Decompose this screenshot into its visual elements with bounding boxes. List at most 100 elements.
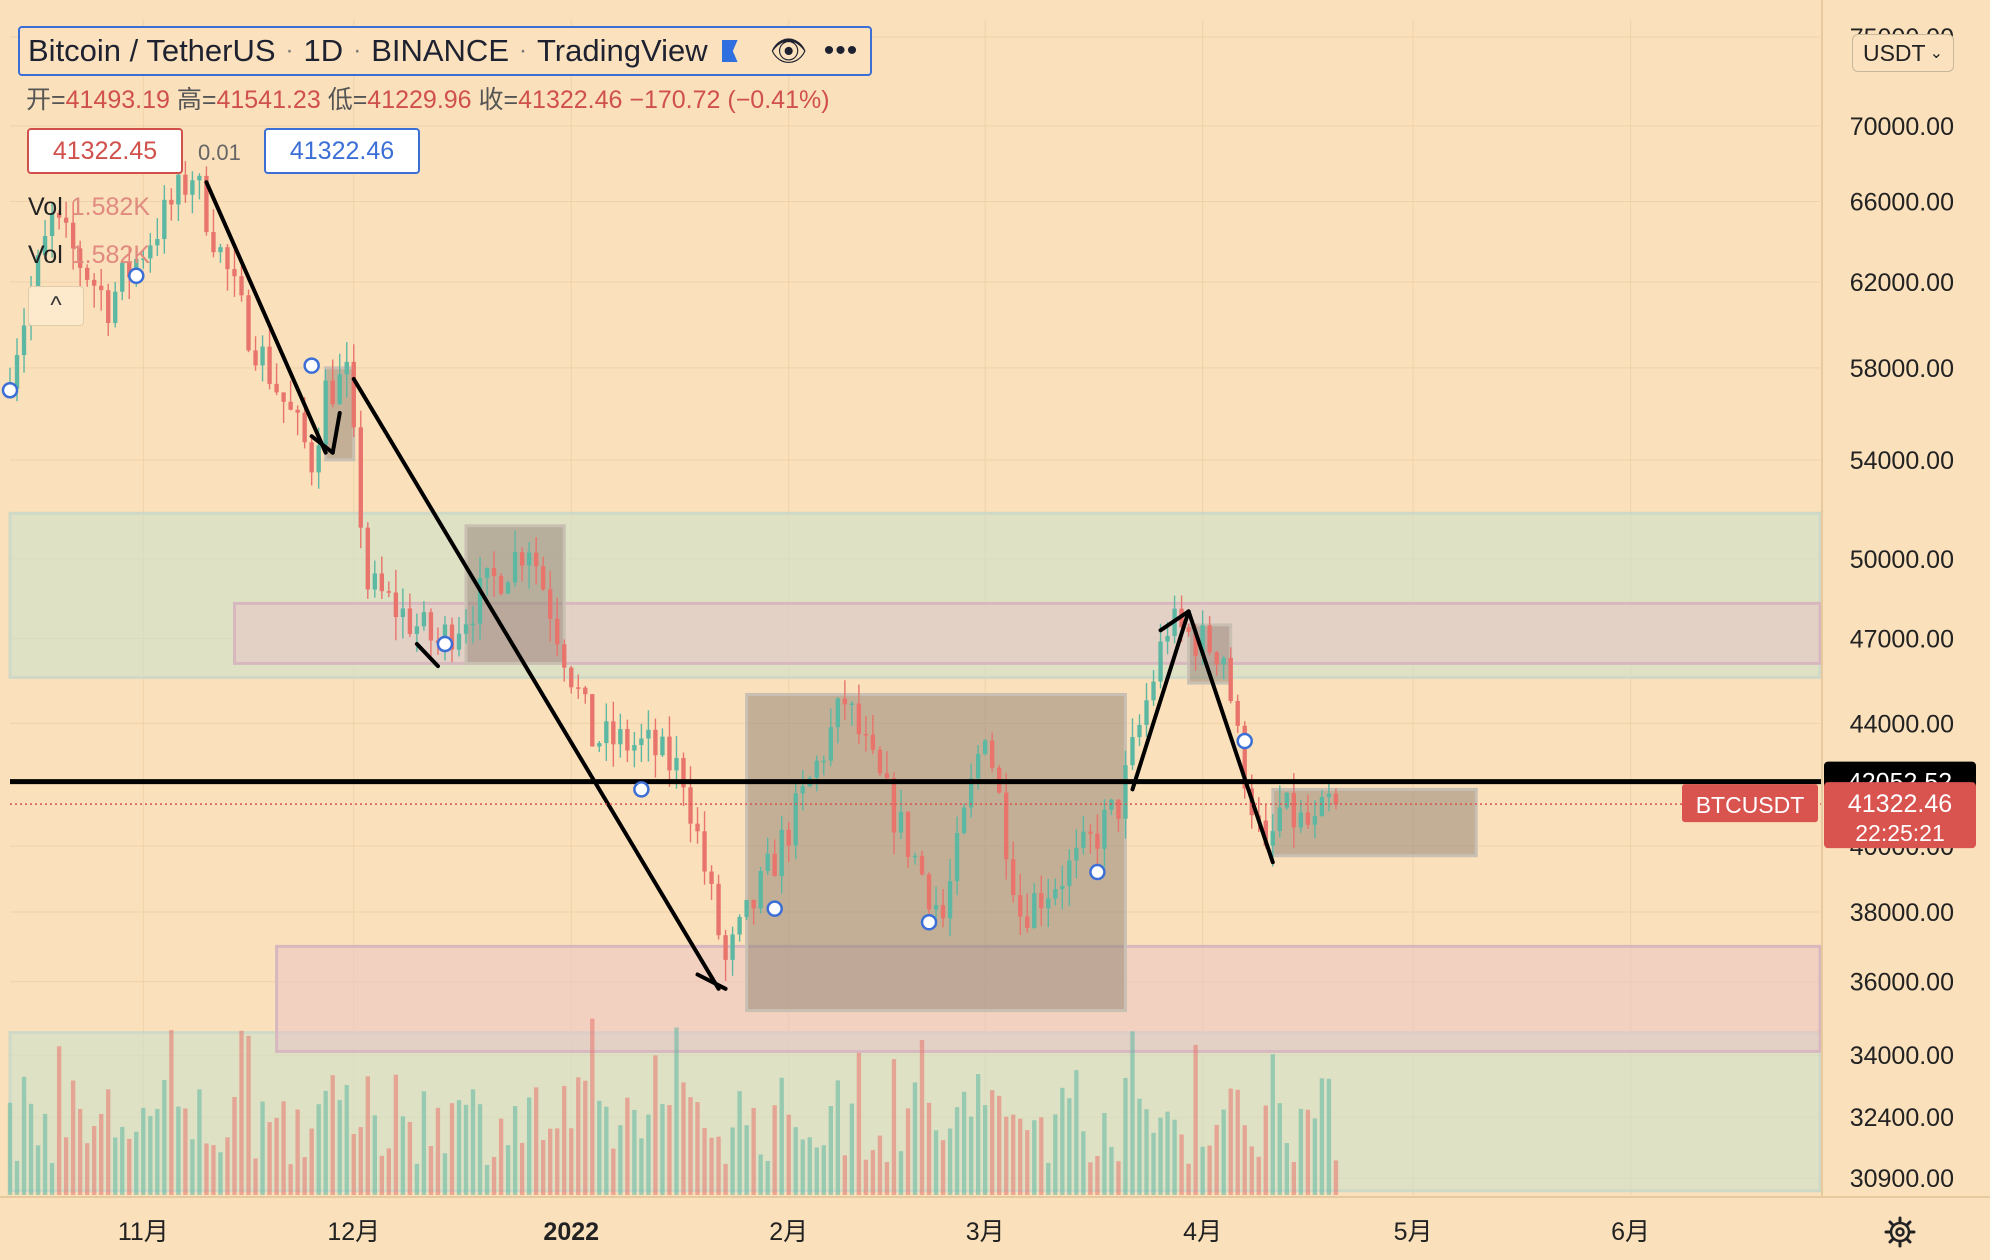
candle-body[interactable]	[232, 269, 237, 277]
candle-body[interactable]	[1305, 812, 1311, 825]
candle-body[interactable]	[793, 793, 798, 846]
candle-body[interactable]	[358, 427, 363, 528]
candle-body[interactable]	[786, 829, 791, 846]
candle-body[interactable]	[891, 778, 897, 833]
candle-body[interactable]	[1298, 812, 1304, 828]
candle-body[interactable]	[814, 760, 819, 778]
candle-body[interactable]	[386, 591, 392, 593]
candle-body[interactable]	[1193, 631, 1198, 656]
candle-body[interactable]	[274, 383, 279, 393]
candle-body[interactable]	[316, 445, 321, 473]
candle-body[interactable]	[1137, 724, 1142, 738]
candle-body[interactable]	[618, 729, 623, 745]
candle-body[interactable]	[1200, 625, 1205, 656]
candle-body[interactable]	[912, 855, 918, 858]
candle-body[interactable]	[1011, 859, 1016, 896]
candle-body[interactable]	[688, 787, 693, 824]
candle-body[interactable]	[127, 262, 132, 278]
candle-body[interactable]	[1081, 831, 1086, 848]
candle-body[interactable]	[926, 874, 932, 910]
trend-line[interactable]	[330, 411, 342, 455]
candle-body[interactable]	[849, 703, 855, 705]
candle-body[interactable]	[470, 623, 476, 626]
candle-body[interactable]	[590, 694, 595, 747]
candle-body[interactable]	[225, 247, 230, 270]
candle-body[interactable]	[148, 245, 153, 259]
candle-body[interactable]	[639, 738, 644, 745]
candle-body[interactable]	[1214, 652, 1219, 665]
candle-body[interactable]	[337, 374, 342, 405]
candle-body[interactable]	[456, 633, 462, 650]
candle-body[interactable]	[716, 883, 721, 936]
candle-body[interactable]	[1263, 820, 1268, 846]
candle-body[interactable]	[176, 174, 181, 205]
symbol-header[interactable]: Bitcoin / TetherUS · 1D · BINANCE · Trad…	[18, 26, 873, 76]
candle-body[interactable]	[21, 325, 27, 356]
symbol-name[interactable]: Bitcoin / TetherUS	[28, 33, 276, 68]
event-marker[interactable]	[633, 781, 650, 798]
trend-line[interactable]	[204, 180, 328, 455]
event-marker[interactable]	[766, 900, 783, 917]
interval[interactable]: 1D	[303, 33, 344, 68]
candle-body[interactable]	[491, 568, 497, 577]
candle-body[interactable]	[288, 401, 293, 410]
candle-body[interactable]	[519, 552, 525, 566]
candle-body[interactable]	[576, 687, 581, 689]
collapse-legend-button[interactable]: ^	[28, 286, 84, 326]
candle-body[interactable]	[835, 698, 841, 728]
candle-body[interactable]	[197, 175, 202, 181]
candle-body[interactable]	[204, 175, 209, 233]
candle-body[interactable]	[120, 262, 125, 292]
candle-body[interactable]	[267, 346, 272, 384]
candle-body[interactable]	[1130, 737, 1135, 766]
candle-body[interactable]	[863, 734, 869, 736]
candle-body[interactable]	[968, 778, 974, 808]
candle-body[interactable]	[400, 608, 406, 618]
candle-body[interactable]	[541, 566, 546, 590]
candle-body[interactable]	[253, 350, 258, 366]
candle-body[interactable]	[1039, 893, 1044, 909]
candle-body[interactable]	[155, 239, 160, 246]
candle-body[interactable]	[660, 736, 665, 756]
flag-icon[interactable]	[721, 40, 748, 62]
candle-body[interactable]	[498, 576, 504, 594]
currency-select[interactable]: USDT ⌄	[1852, 34, 1954, 72]
candle-body[interactable]	[870, 734, 876, 750]
candle-body[interactable]	[169, 199, 174, 205]
candle-body[interactable]	[505, 582, 511, 594]
candle-body[interactable]	[1326, 793, 1332, 797]
event-marker[interactable]	[1089, 863, 1106, 881]
candle-body[interactable]	[407, 608, 413, 634]
candle-body[interactable]	[919, 855, 925, 875]
candle-body[interactable]	[898, 811, 904, 833]
candle-body[interactable]	[1158, 641, 1163, 682]
candle-body[interactable]	[1312, 816, 1318, 825]
candle-body[interactable]	[681, 757, 686, 788]
volume-legend[interactable]: Vol 1.582K	[28, 193, 150, 222]
candle-body[interactable]	[512, 552, 518, 583]
candle-body[interactable]	[744, 899, 749, 917]
candle-body[interactable]	[533, 552, 539, 567]
candle-body[interactable]	[667, 736, 672, 771]
eye-icon[interactable]: 👁	[769, 34, 808, 68]
candle-body[interactable]	[211, 232, 216, 253]
candle-body[interactable]	[92, 279, 97, 286]
trend-line[interactable]	[351, 376, 721, 991]
candle-body[interactable]	[1004, 792, 1009, 860]
candle-body[interactable]	[330, 380, 335, 405]
candle-body[interactable]	[569, 667, 574, 688]
candle-body[interactable]	[646, 729, 651, 739]
candle-body[interactable]	[989, 740, 995, 768]
candle-body[interactable]	[1144, 700, 1149, 725]
candle-body[interactable]	[625, 729, 630, 751]
candle-body[interactable]	[463, 624, 469, 634]
candle-body[interactable]	[246, 295, 251, 351]
candle-body[interactable]	[1074, 847, 1079, 861]
candle-body[interactable]	[379, 573, 384, 592]
symbol-price-tag[interactable]	[1682, 784, 1818, 823]
candle-body[interactable]	[632, 744, 637, 751]
candle-body[interactable]	[1102, 809, 1107, 849]
candle-body[interactable]	[1095, 833, 1100, 849]
event-marker[interactable]	[920, 914, 938, 931]
